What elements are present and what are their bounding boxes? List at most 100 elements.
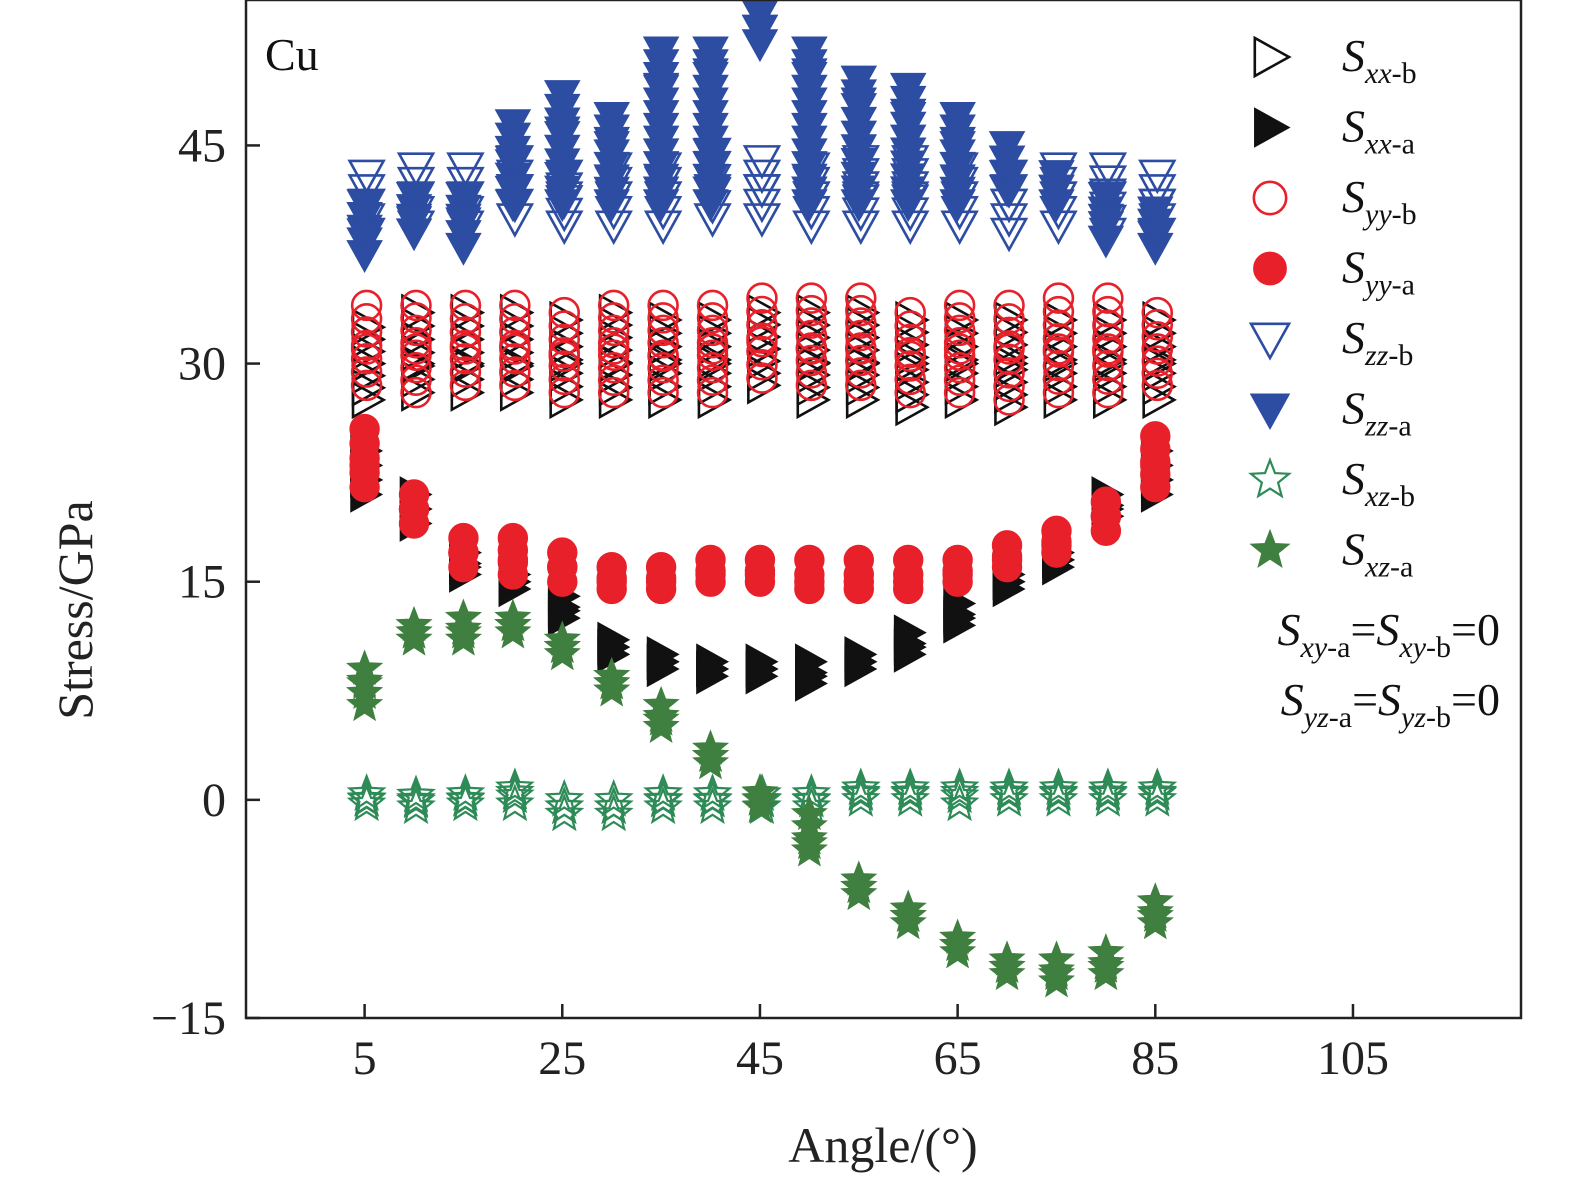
point-xz-a-15-center: [444, 613, 482, 649]
point-yy-b-35: [647, 327, 679, 359]
y-tick-label-30: 30: [178, 338, 226, 391]
point-yy-b-50: [795, 294, 828, 327]
x-tick-label-45: 45: [736, 1032, 784, 1085]
point-yy-b-50: [795, 307, 828, 339]
point-yy-b-45: [746, 295, 778, 328]
point-xx-a-55-center: [844, 643, 878, 680]
point-xz-b-10: [396, 780, 436, 819]
point-zz-a-25-center: [544, 116, 581, 150]
point-yy-a-15-center: [448, 537, 479, 568]
point-xz-a-30-center: [593, 664, 631, 700]
point-xz-b-85: [1137, 778, 1178, 817]
point-zz-a-15-center: [445, 203, 482, 237]
point-yy-a-30-center: [596, 566, 627, 597]
point-xz-b-20: [495, 767, 535, 806]
point-yy-b-60: [894, 323, 926, 356]
point-yy-b-10-center: [400, 333, 432, 365]
point-zz-a-10: [395, 181, 433, 215]
point-xz-a-40-center: [692, 736, 730, 773]
point-xz-b-70-center: [989, 771, 1029, 810]
point-yy-a-70-center: [991, 544, 1023, 576]
point-yy-b-10: [400, 376, 432, 409]
point-xz-b-20: [495, 783, 535, 822]
point-yy-b-20: [499, 289, 531, 322]
legend-label-xz-b: Sxz-b: [1342, 453, 1415, 513]
x-axis-title: Angle/(°): [788, 1117, 977, 1173]
note-line-1: Sxy-a=Sxy-b=0: [1278, 604, 1501, 664]
point-yy-b-35-center: [647, 340, 679, 373]
legend-marker-xz-b: [1248, 457, 1292, 499]
point-yy-b-80: [1092, 282, 1124, 314]
data-marks: [346, 0, 1178, 998]
point-yy-b-80: [1092, 309, 1124, 341]
point-yy-b-80: [1092, 295, 1124, 328]
point-zz-a-75-center: [1038, 174, 1075, 208]
legend-item-xz-b: Sxz-b: [1248, 453, 1415, 513]
legend-label-yy-a: Syy-a: [1342, 242, 1415, 302]
point-zz-b-80: [1088, 152, 1128, 187]
point-xx-a-40-center: [696, 650, 730, 688]
point-xz-b-70: [989, 773, 1029, 811]
point-yy-b-25-center: [548, 340, 581, 373]
point-xz-b-25: [544, 778, 585, 817]
point-xz-b-40: [692, 786, 733, 825]
point-yy-b-75: [1042, 282, 1075, 314]
point-yy-b-55: [845, 282, 877, 314]
point-yy-b-30: [597, 376, 630, 409]
legend-marker-xx-b: [1253, 35, 1292, 79]
point-yy-b-10: [400, 289, 432, 322]
point-yy-b-25: [548, 310, 581, 342]
y-tick-label-15: 15: [178, 556, 226, 609]
point-xz-b-25: [544, 793, 585, 832]
point-xz-b-35: [643, 773, 684, 811]
point-yy-b-55: [845, 319, 877, 352]
point-xz-b-30: [593, 778, 634, 817]
point-xz-b-15: [445, 773, 486, 811]
point-yy-b-55: [845, 357, 877, 389]
material-annotation: Cu: [265, 29, 319, 80]
point-xz-b-85: [1137, 773, 1178, 811]
point-yy-b-70-center: [993, 333, 1025, 365]
point-xz-a-70-center: [988, 947, 1026, 983]
point-yy-b-65-center: [943, 333, 976, 365]
point-yy-b-55: [845, 369, 877, 402]
point-xz-a-85-center: [1136, 896, 1174, 932]
point-yy-b-45: [746, 349, 778, 381]
point-xz-b-25-center: [544, 786, 585, 825]
point-zz-a-10-center: [395, 203, 433, 237]
point-yy-b-30: [597, 314, 630, 347]
point-xz-b-55: [840, 767, 881, 806]
point-xz-b-55-center: [840, 771, 881, 810]
point-yy-a-50-center: [794, 566, 825, 597]
point-yy-b-60-center: [894, 340, 926, 373]
legend-marker-yy-a: [1253, 251, 1287, 286]
point-xx-a-35-center: [646, 643, 680, 680]
x-tick-label-25: 25: [538, 1032, 586, 1085]
point-zz-a-80: [1087, 181, 1125, 215]
point-xz-b-35: [643, 786, 683, 825]
point-xz-b-65-center: [939, 771, 980, 810]
point-yy-a-35-center: [645, 566, 677, 597]
point-yy-b-5: [350, 302, 383, 335]
axes: 5 25 45 65 85 105 −15 0 15 30 45: [151, 119, 1389, 1085]
point-zz-a-35-center: [642, 72, 680, 106]
point-yy-a-20-center: [497, 544, 529, 576]
point-yy-b-50: [795, 282, 828, 314]
x-tick-label-105: 105: [1317, 1032, 1389, 1085]
point-yy-b-60: [894, 310, 926, 342]
legend-item-xz-a: Sxz-a: [1249, 524, 1413, 584]
point-yy-a-55-center: [843, 566, 874, 597]
point-yy-b-65: [943, 302, 976, 334]
point-xx-a-60-center: [893, 628, 927, 666]
point-zz-a-25: [544, 80, 581, 114]
point-yy-b-85: [1141, 369, 1174, 402]
point-yy-b-55: [845, 294, 877, 327]
point-zz-a-20-center: [494, 145, 532, 179]
point-yy-b-10: [400, 302, 432, 334]
point-yy-b-65: [943, 351, 976, 384]
point-xz-b-5: [346, 773, 387, 811]
point-xz-a-5: [346, 685, 384, 722]
point-yy-b-30: [597, 351, 630, 384]
point-xx-a-25-center: [547, 592, 581, 630]
